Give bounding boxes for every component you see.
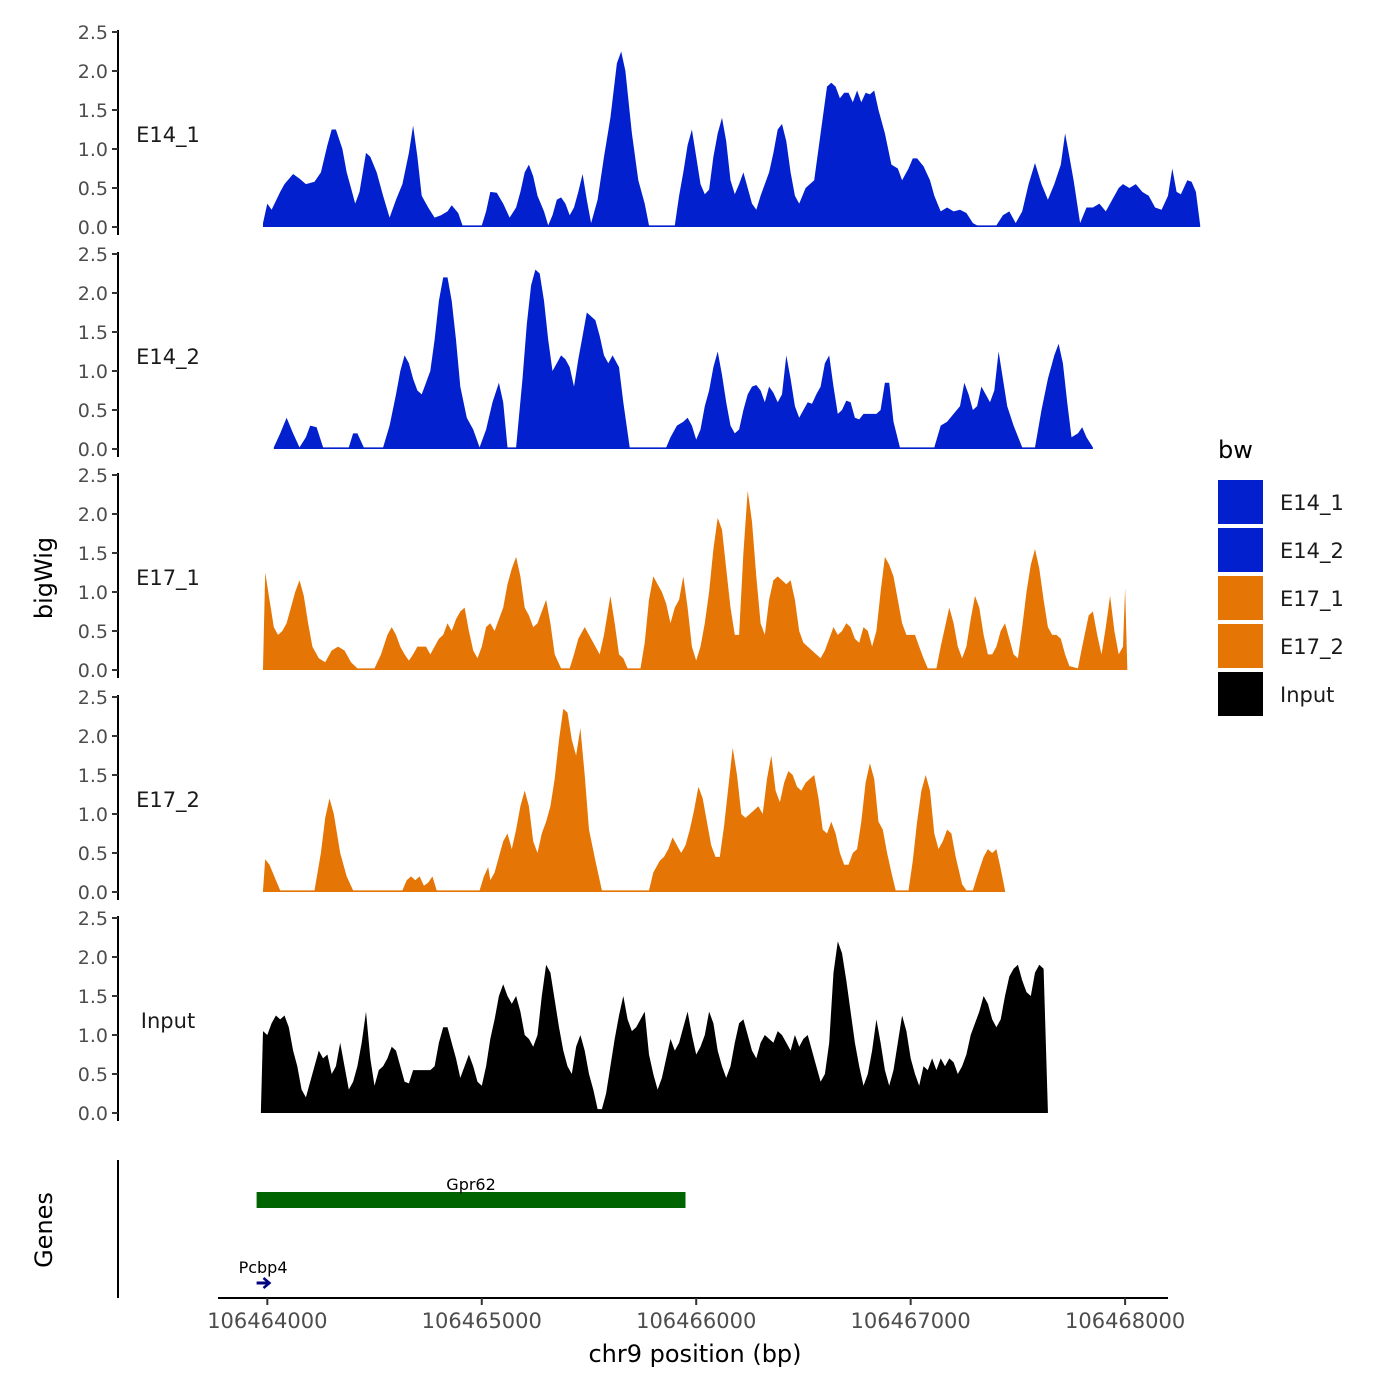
x-tick-label: 106468000: [1065, 1309, 1185, 1333]
legend-key-E14_1: [1218, 480, 1263, 524]
x-tick-label: 106465000: [422, 1309, 542, 1333]
y-tick-label: 0.0: [78, 217, 108, 239]
y-tick-label: 1.0: [78, 582, 108, 604]
y-tick-label: 2.0: [78, 504, 108, 526]
y-tick-label: 2.5: [78, 244, 108, 266]
y-tick-label: 2.0: [78, 947, 108, 969]
gene-label-Pcbp4: Pcbp4: [239, 1258, 288, 1277]
track-E17_1: 0.0 0.5 1.0 1.5 2.0 2.5 E17_1: [78, 465, 1128, 682]
track-Input: 0.0 0.5 1.0 1.5 2.0 2.5 Input: [78, 908, 1048, 1125]
legend-label-E14_2: E14_2: [1280, 539, 1344, 564]
area-E17_1: [263, 490, 1128, 670]
y-tick-label: 2.5: [78, 687, 108, 709]
y-tick-label: 0.0: [78, 660, 108, 682]
y-tick-label: 1.0: [78, 361, 108, 383]
legend-title: bw: [1218, 436, 1253, 464]
legend-label-E17_2: E17_2: [1280, 635, 1344, 660]
y-tick-label: 0.5: [78, 621, 108, 643]
track-label: E14_2: [136, 345, 200, 370]
track-label: E17_2: [136, 788, 200, 813]
legend-label-E17_1: E17_1: [1280, 587, 1344, 612]
gene-track: Gpr62 Pcbp4: [117, 1160, 686, 1298]
y-tick-label: 0.0: [78, 439, 108, 461]
y-tick-label: 2.5: [78, 22, 108, 44]
legend-key-E17_2: [1218, 624, 1263, 668]
y-tick-label: 0.0: [78, 882, 108, 904]
track-label: E17_1: [136, 566, 200, 591]
track-E17_2: 0.0 0.5 1.0 1.5 2.0 2.5 E17_2: [78, 687, 1005, 904]
area-E14_2: [273, 269, 1093, 449]
area-E14_1: [263, 51, 1201, 227]
y-tick-label: 1.5: [78, 100, 108, 122]
y-tick-label: 0.0: [78, 1103, 108, 1125]
y-tick-label: 0.5: [78, 178, 108, 200]
gene-label-Gpr62: Gpr62: [446, 1175, 496, 1194]
track-E14_2: 0.0 0.5 1.0 1.5 2.0 2.5 E14_2: [78, 244, 1093, 461]
y-tick-label: 2.5: [78, 465, 108, 487]
y-axis-title: bigWig: [30, 537, 58, 619]
x-tick-label: 106467000: [851, 1309, 971, 1333]
area-Input: [260, 941, 1048, 1113]
y-tick-label: 1.0: [78, 804, 108, 826]
legend-key-E14_2: [1218, 528, 1263, 572]
bigwig-tracks: 0.0 0.5 1.0 1.5 2.0 2.5 E14_1 0.0 0.5 1.0 1.5 2.0 2.…: [78, 22, 1201, 1125]
strand-arrow-icon: [262, 1277, 272, 1289]
y-tick-label: 1.5: [78, 322, 108, 344]
legend: bw E14_1 E14_2 E17_1 E17_2 Input: [1218, 436, 1344, 716]
y-tick-label: 1.0: [78, 139, 108, 161]
legend-key-E17_1: [1218, 576, 1263, 620]
area-E17_2: [263, 708, 1005, 892]
y-tick-label: 0.5: [78, 1064, 108, 1086]
y-tick-label: 0.5: [78, 400, 108, 422]
y-tick-label: 2.5: [78, 908, 108, 930]
y-tick-label: 2.0: [78, 61, 108, 83]
y-tick-label: 1.5: [78, 986, 108, 1008]
x-tick-label: 106464000: [207, 1309, 327, 1333]
y-tick-label: 1.5: [78, 765, 108, 787]
y-tick-label: 1.5: [78, 543, 108, 565]
x-axis-title: chr9 position (bp): [588, 1340, 801, 1368]
track-label: Input: [141, 1009, 195, 1033]
x-tick-label: 106466000: [636, 1309, 756, 1333]
genes-axis-title: Genes: [30, 1192, 58, 1268]
y-tick-label: 0.5: [78, 843, 108, 865]
track-E14_1: 0.0 0.5 1.0 1.5 2.0 2.5 E14_1: [78, 22, 1201, 239]
gene-body-Gpr62: [256, 1192, 686, 1208]
legend-key-Input: [1218, 672, 1263, 716]
legend-label-E14_1: E14_1: [1280, 491, 1344, 516]
x-axis: 106464000 106465000 106466000 106467000 1064…: [207, 1297, 1185, 1333]
y-tick-label: 2.0: [78, 726, 108, 748]
track-label: E14_1: [136, 123, 200, 148]
y-tick-label: 1.0: [78, 1025, 108, 1047]
y-tick-label: 2.0: [78, 283, 108, 305]
legend-label-Input: Input: [1280, 683, 1334, 707]
